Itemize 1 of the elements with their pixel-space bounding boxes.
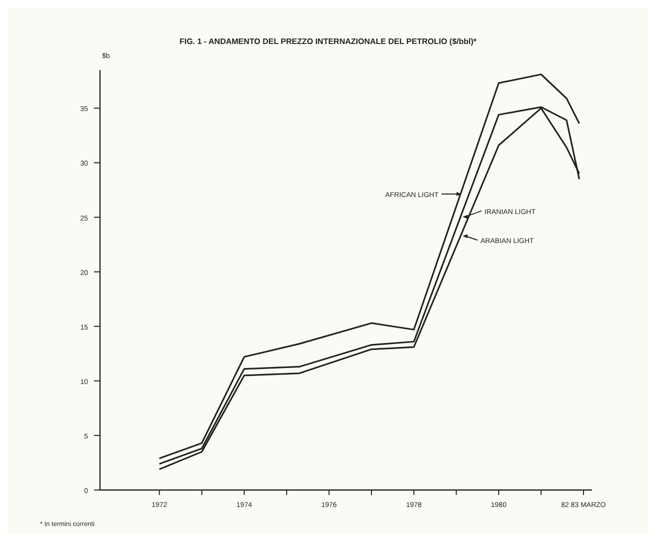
chart-title: FIG. 1 - ANDAMENTO DEL PREZZO INTERNAZIONALE DEL PETROLIO ($/bbl)* bbox=[179, 37, 478, 46]
